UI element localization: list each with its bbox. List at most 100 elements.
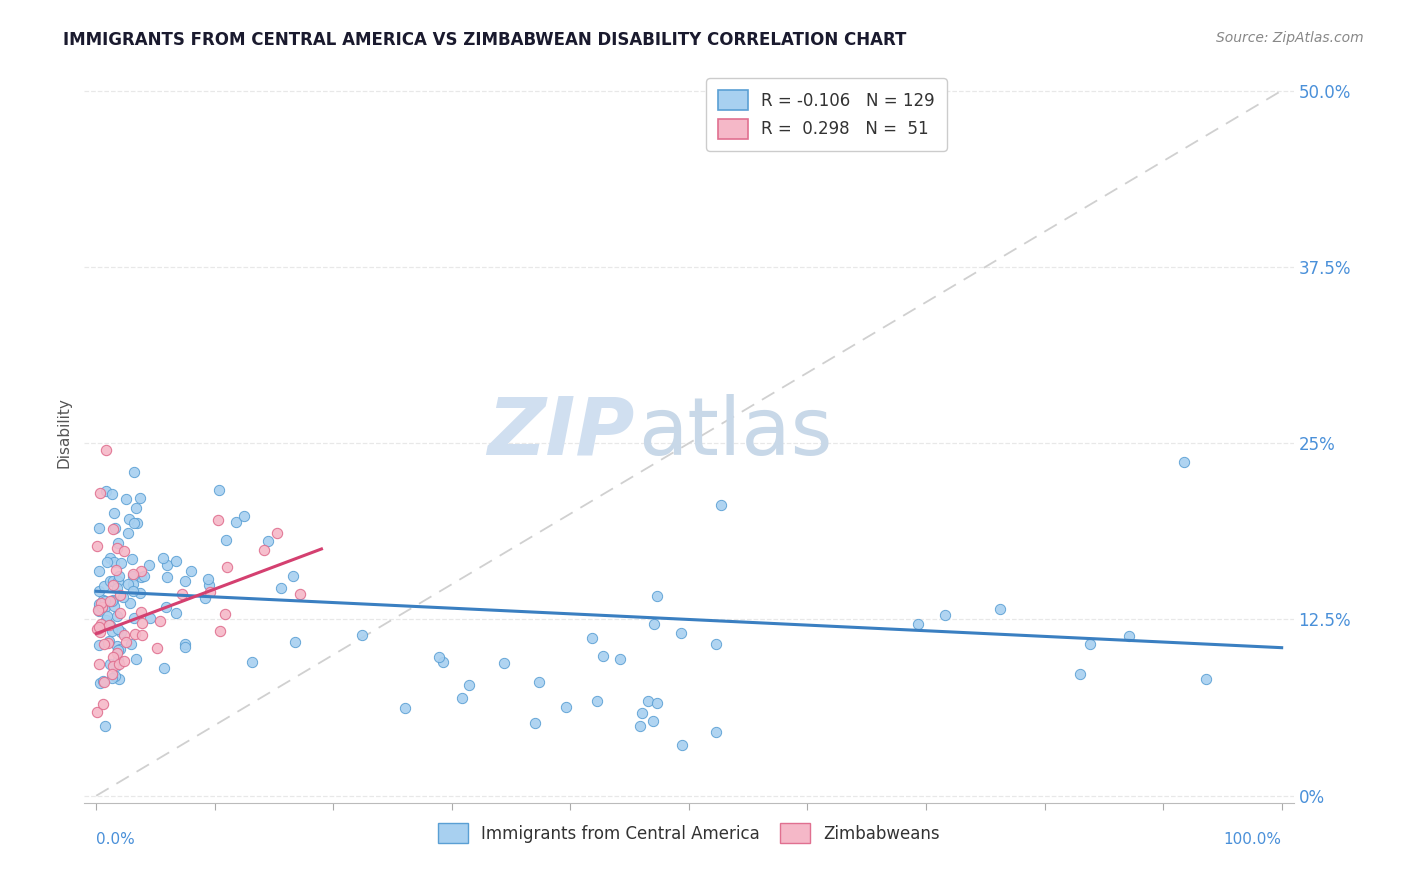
Y-axis label: Disability: Disability xyxy=(56,397,72,468)
Point xyxy=(153,660,176,674)
Point xyxy=(121,569,143,583)
Text: atlas: atlas xyxy=(638,393,832,472)
Point xyxy=(104,521,127,535)
Point xyxy=(98,634,121,648)
Point xyxy=(89,485,111,500)
Point xyxy=(1118,629,1140,643)
Point xyxy=(112,628,135,642)
Point xyxy=(101,667,124,681)
Point xyxy=(105,640,128,654)
Point xyxy=(98,618,121,632)
Point xyxy=(105,647,128,661)
Point xyxy=(93,718,115,732)
Point xyxy=(122,466,145,480)
Point xyxy=(86,706,108,720)
Point xyxy=(108,641,131,656)
Point xyxy=(165,554,187,568)
Point xyxy=(710,498,733,512)
Point xyxy=(107,574,129,589)
Point xyxy=(290,587,312,601)
Point xyxy=(89,603,111,617)
Point xyxy=(266,525,288,540)
Point xyxy=(450,690,472,705)
Point xyxy=(217,559,239,574)
Point xyxy=(555,699,578,714)
Point xyxy=(128,586,150,600)
Point xyxy=(194,591,217,606)
Point xyxy=(671,738,693,752)
Point xyxy=(107,643,129,657)
Point xyxy=(96,613,118,627)
Point xyxy=(101,671,124,685)
Point xyxy=(129,491,152,505)
Point xyxy=(1173,455,1195,469)
Point xyxy=(98,594,121,608)
Point xyxy=(87,599,110,614)
Point xyxy=(155,599,177,614)
Point xyxy=(214,533,236,547)
Point xyxy=(103,592,125,607)
Point xyxy=(87,621,110,635)
Text: ZIP: ZIP xyxy=(486,393,634,472)
Point xyxy=(94,594,117,608)
Point xyxy=(198,578,221,592)
Point xyxy=(645,696,668,710)
Point xyxy=(110,624,132,639)
Point xyxy=(1195,672,1218,686)
Point xyxy=(107,657,129,672)
Point xyxy=(492,656,515,670)
Point xyxy=(427,650,450,665)
Point xyxy=(105,541,128,555)
Point xyxy=(108,568,131,582)
Point xyxy=(127,516,149,530)
Point xyxy=(91,697,114,711)
Point xyxy=(121,583,143,598)
Point xyxy=(94,443,117,458)
Point xyxy=(89,657,111,672)
Point xyxy=(87,620,110,634)
Point xyxy=(86,539,108,553)
Point xyxy=(96,609,118,624)
Point xyxy=(207,513,229,527)
Point xyxy=(118,596,141,610)
Point xyxy=(174,640,197,655)
Point xyxy=(125,500,148,515)
Point xyxy=(98,657,121,671)
Point xyxy=(240,655,263,669)
Point xyxy=(107,653,129,667)
Point xyxy=(628,719,651,733)
Point xyxy=(225,515,247,529)
Point xyxy=(93,579,115,593)
Point xyxy=(87,603,110,617)
Point xyxy=(121,566,143,581)
Point xyxy=(110,556,132,570)
Point xyxy=(87,597,110,611)
Point xyxy=(270,581,292,595)
Point xyxy=(104,669,127,683)
Point xyxy=(146,640,169,655)
Point xyxy=(207,483,229,497)
Point xyxy=(87,638,110,652)
Point xyxy=(103,506,125,520)
Point xyxy=(257,534,280,549)
Point xyxy=(112,590,135,604)
Point xyxy=(93,675,115,690)
Point xyxy=(112,654,135,668)
Point xyxy=(105,608,128,623)
Point xyxy=(103,555,125,569)
Point xyxy=(122,516,145,530)
Point xyxy=(173,574,195,589)
Point xyxy=(124,652,146,666)
Point xyxy=(94,483,117,498)
Point xyxy=(101,574,124,589)
Point xyxy=(934,608,956,623)
Point xyxy=(138,558,160,572)
Point xyxy=(107,536,129,550)
Point xyxy=(121,552,143,566)
Point xyxy=(643,617,665,632)
Point xyxy=(122,576,145,591)
Point xyxy=(105,581,128,595)
Point xyxy=(101,594,124,608)
Point xyxy=(907,616,929,631)
Point xyxy=(91,592,114,607)
